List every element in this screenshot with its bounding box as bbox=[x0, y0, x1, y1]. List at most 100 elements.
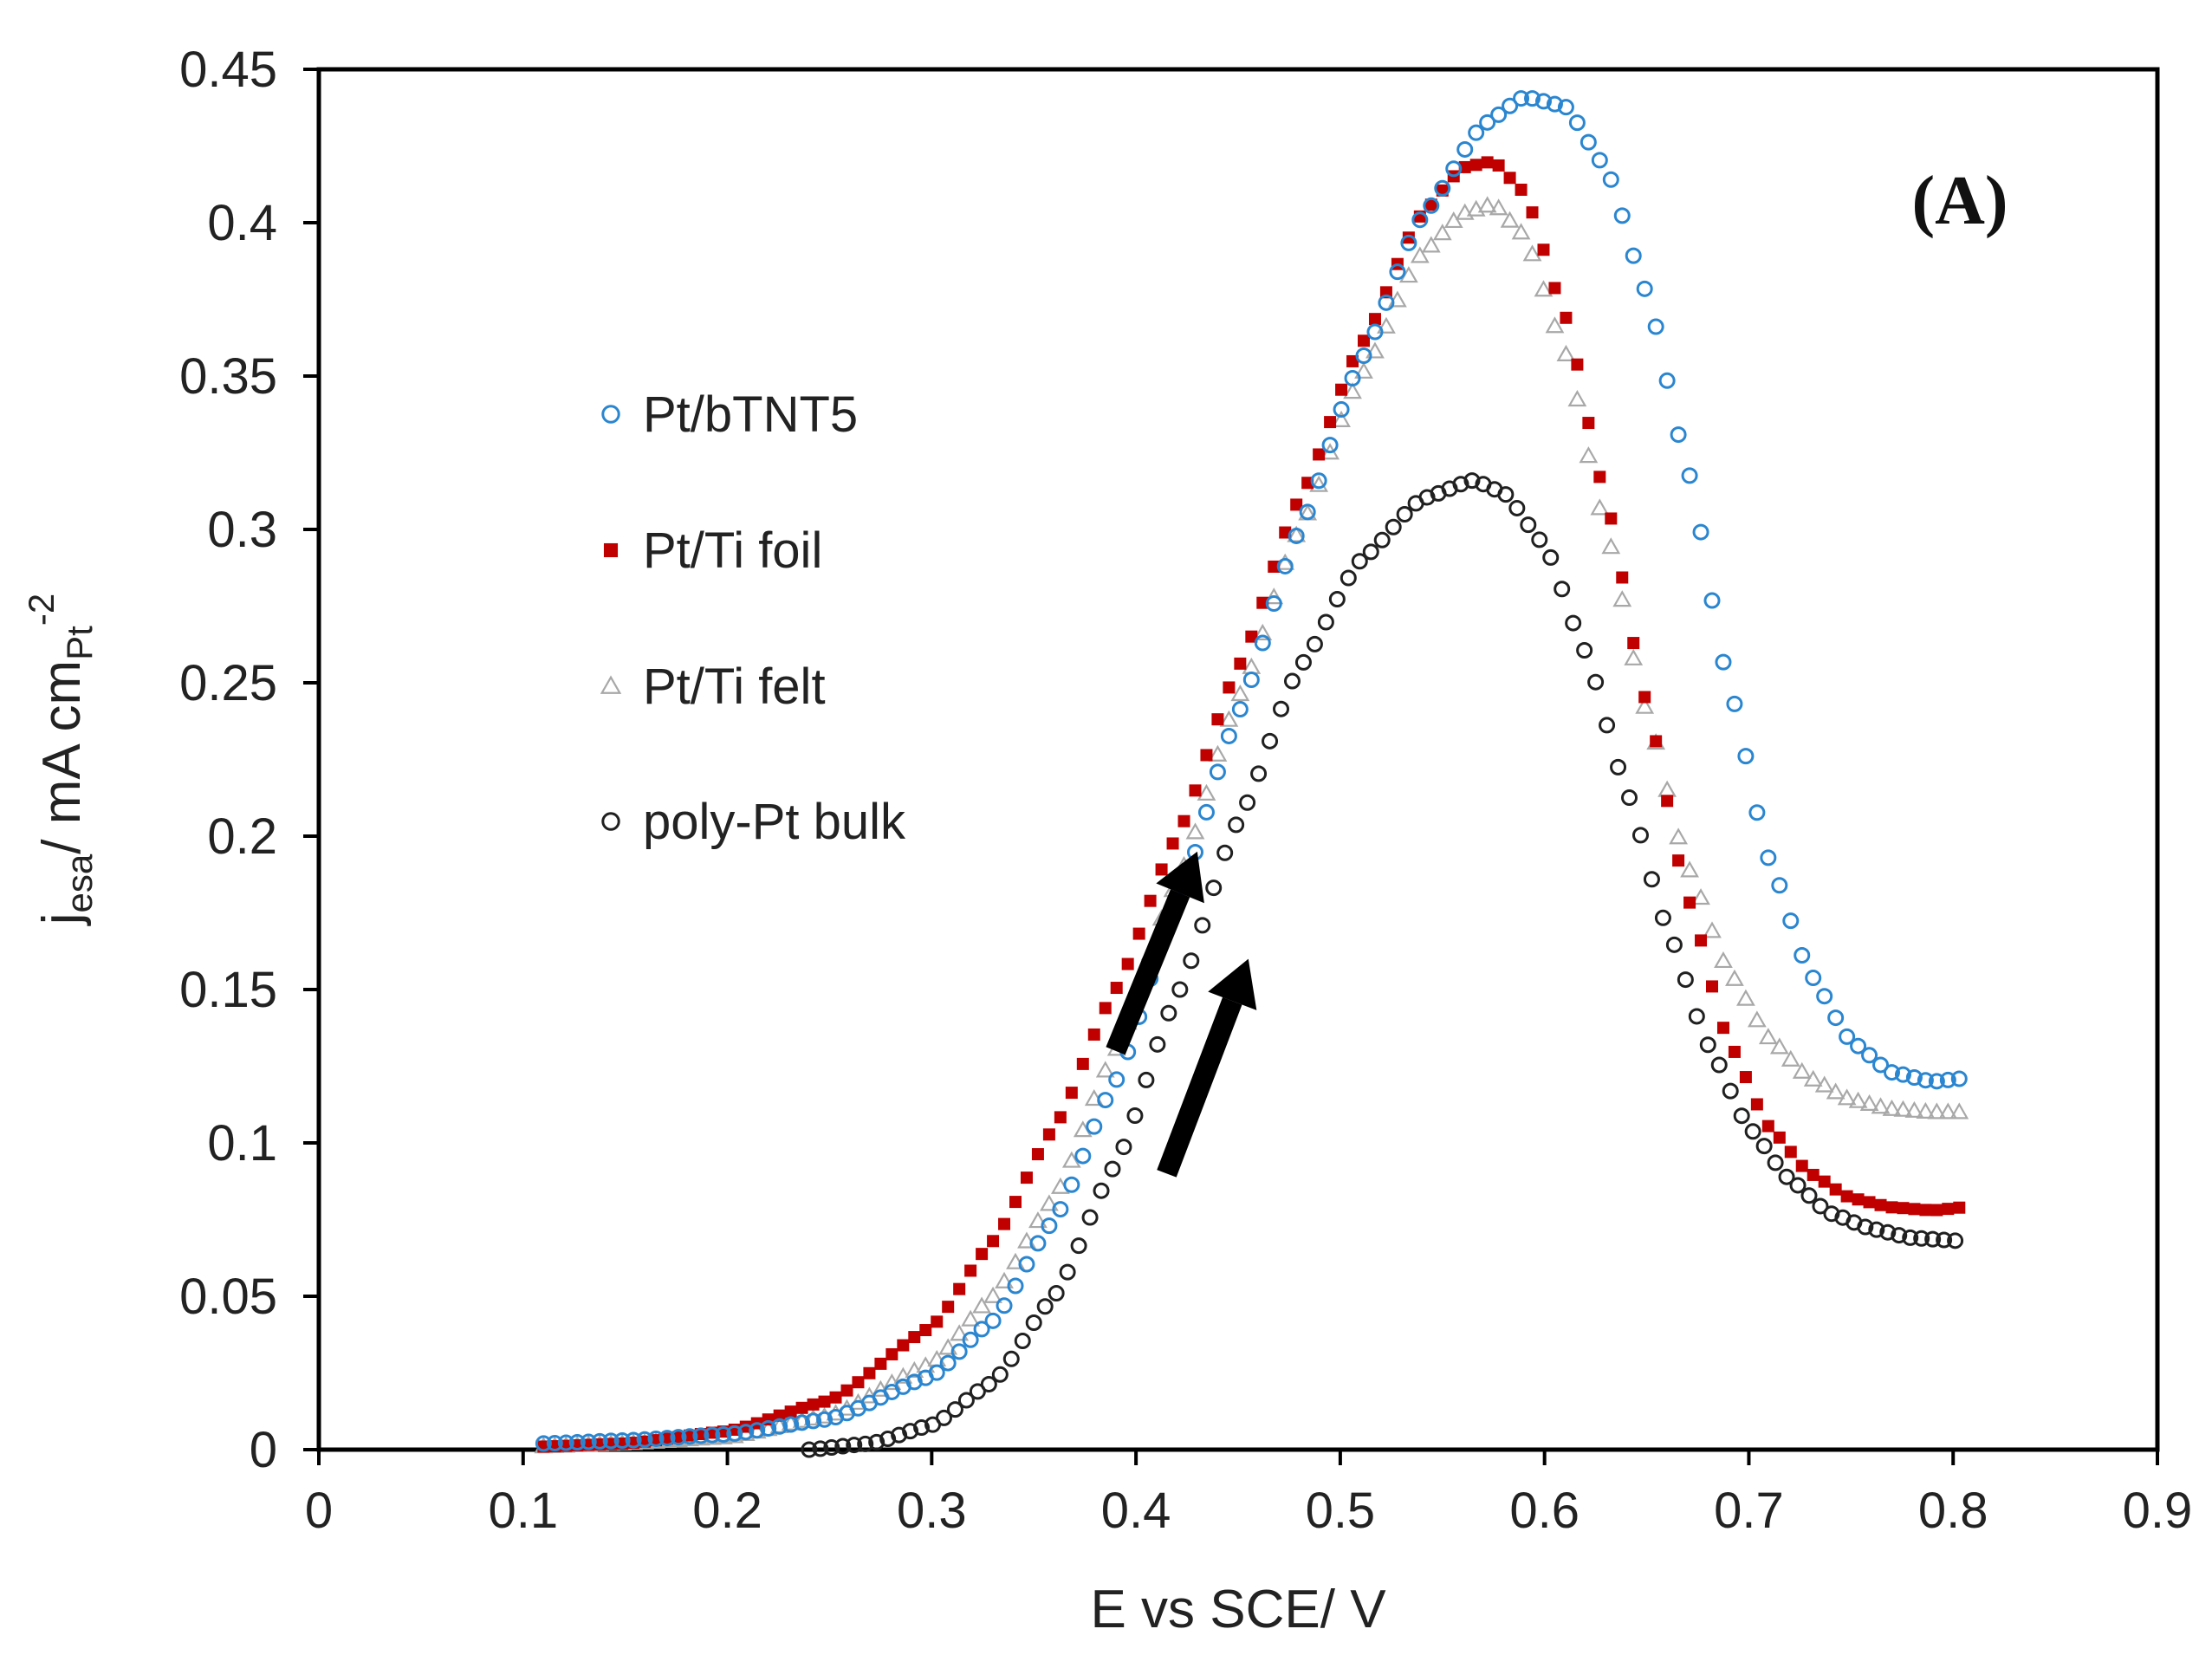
data-point bbox=[1691, 888, 1710, 905]
data-point bbox=[1672, 854, 1685, 867]
data-point bbox=[1328, 591, 1346, 608]
data-point bbox=[976, 1248, 989, 1261]
data-point bbox=[1018, 1256, 1035, 1273]
data-point bbox=[1294, 653, 1312, 671]
data-point bbox=[1773, 1131, 1786, 1144]
data-point bbox=[1041, 1217, 1058, 1235]
data-point bbox=[1265, 594, 1282, 612]
data-point bbox=[1211, 713, 1224, 726]
data-point bbox=[1310, 472, 1327, 490]
x-tick-label: 0.4 bbox=[1101, 1483, 1171, 1539]
data-point bbox=[1699, 1036, 1716, 1054]
x-axis-title: E vs SCE/ V bbox=[1090, 1580, 1386, 1639]
data-point bbox=[852, 1376, 865, 1389]
data-point bbox=[1947, 1232, 1964, 1249]
data-point bbox=[1913, 1230, 1930, 1247]
data-point bbox=[983, 1286, 1002, 1303]
data-point bbox=[1455, 203, 1475, 220]
data-point bbox=[1601, 537, 1621, 555]
data-point bbox=[1490, 106, 1508, 123]
data-point bbox=[1560, 311, 1573, 324]
data-point bbox=[961, 1309, 981, 1327]
data-point bbox=[1132, 927, 1145, 940]
y-tick-label: 0 bbox=[250, 1422, 277, 1478]
data-point bbox=[1868, 1221, 1885, 1238]
data-point bbox=[1458, 160, 1471, 173]
data-point bbox=[1571, 358, 1584, 371]
data-point bbox=[1871, 1097, 1891, 1114]
arrow-layer bbox=[1106, 851, 1257, 1178]
data-point bbox=[913, 1419, 931, 1437]
data-point bbox=[1631, 827, 1649, 844]
data-point bbox=[1313, 448, 1326, 461]
data-point bbox=[935, 1409, 952, 1426]
data-point bbox=[1848, 1091, 1868, 1108]
data-point bbox=[1358, 334, 1371, 347]
data-point bbox=[1760, 849, 1777, 866]
data-point bbox=[1840, 1190, 1853, 1203]
data-point bbox=[1803, 1069, 1823, 1087]
data-point bbox=[602, 1432, 619, 1450]
data-point bbox=[1031, 1148, 1044, 1161]
data-point bbox=[1197, 803, 1215, 821]
data-point bbox=[1928, 1073, 1945, 1090]
data-point bbox=[1014, 1333, 1031, 1350]
data-point bbox=[1580, 133, 1597, 151]
data-point bbox=[1396, 505, 1413, 522]
y-axis-title-main: j bbox=[32, 912, 92, 926]
data-point bbox=[1715, 653, 1732, 671]
data-point bbox=[1582, 417, 1595, 430]
data-point bbox=[1497, 486, 1515, 503]
data-point bbox=[1748, 804, 1766, 821]
data-point bbox=[1789, 1177, 1807, 1194]
data-point bbox=[823, 1439, 840, 1457]
data-point bbox=[1938, 1102, 1958, 1120]
panel-label: (A) bbox=[1911, 163, 2008, 239]
data-point bbox=[816, 1411, 834, 1428]
legend-label: Pt/bTNT5 bbox=[643, 386, 858, 443]
data-point bbox=[1469, 159, 1482, 172]
legend-item: poly-Pt bulk bbox=[601, 794, 906, 850]
data-point bbox=[1002, 1350, 1020, 1367]
data-point bbox=[964, 1264, 977, 1277]
data-point bbox=[1613, 207, 1631, 224]
data-point bbox=[1346, 354, 1359, 367]
data-point bbox=[591, 1432, 608, 1450]
data-point bbox=[1643, 871, 1660, 888]
x-tick-label: 0.6 bbox=[1509, 1483, 1580, 1539]
x-tick-label: 0.9 bbox=[2123, 1483, 2193, 1539]
data-point bbox=[557, 1434, 574, 1451]
data-point bbox=[1228, 816, 1245, 834]
y-tick-label: 0.2 bbox=[207, 808, 277, 865]
data-point bbox=[1365, 341, 1385, 359]
data-point bbox=[1115, 1139, 1132, 1156]
data-point bbox=[1076, 1057, 1089, 1070]
data-point bbox=[1351, 553, 1368, 570]
data-point bbox=[1385, 518, 1402, 535]
data-point bbox=[1063, 1176, 1080, 1193]
data-point bbox=[1784, 1146, 1797, 1158]
data-point bbox=[1479, 114, 1496, 131]
data-point bbox=[1366, 323, 1384, 341]
data-point bbox=[1209, 763, 1226, 781]
data-point bbox=[1927, 1102, 1947, 1120]
y-tick-label: 0.25 bbox=[179, 655, 277, 711]
data-point bbox=[991, 1366, 1009, 1383]
data-point bbox=[1816, 988, 1833, 1005]
data-point bbox=[950, 1343, 968, 1360]
data-point bbox=[1767, 1154, 1784, 1171]
data-point bbox=[863, 1366, 876, 1379]
data-point bbox=[1650, 735, 1663, 748]
data-point bbox=[1335, 383, 1348, 396]
data-point bbox=[996, 1297, 1013, 1314]
arrow-shaft bbox=[1106, 889, 1190, 1055]
data-point bbox=[1389, 263, 1406, 281]
data-point bbox=[1616, 571, 1629, 584]
data-point bbox=[1859, 1094, 1879, 1111]
data-point bbox=[1750, 1098, 1763, 1111]
data-point bbox=[1025, 1314, 1042, 1331]
data-point bbox=[1792, 1061, 1812, 1079]
data-point bbox=[1795, 1159, 1808, 1172]
data-point bbox=[1230, 685, 1250, 702]
data-point bbox=[613, 1431, 631, 1449]
